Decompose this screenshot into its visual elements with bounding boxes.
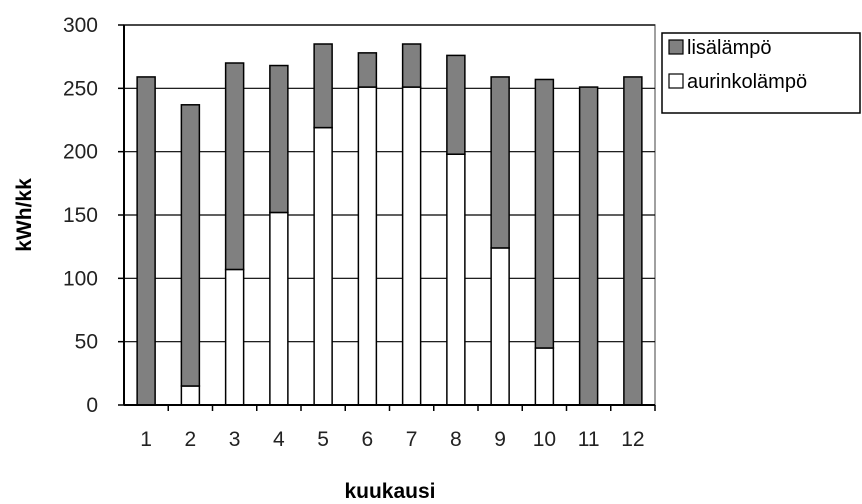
y-tick-label: 100 xyxy=(63,267,98,290)
x-tick-label: 5 xyxy=(317,428,329,451)
x-tick-label: 3 xyxy=(229,428,241,451)
y-axis-ticks: 0 50 100 150 200 250 300 xyxy=(63,14,124,417)
legend-label: aurinkolämpö xyxy=(687,71,807,93)
bar-series xyxy=(136,43,643,406)
x-tick-label: 7 xyxy=(406,428,418,451)
bar-aurinkolampo-8 xyxy=(446,153,466,406)
bar-lisalampo-5 xyxy=(313,43,333,129)
gridlines xyxy=(124,24,655,343)
bar-aurinkolampo-5 xyxy=(313,126,333,406)
bar-lisalampo-2 xyxy=(180,104,201,387)
x-tick-label: 2 xyxy=(185,428,197,451)
x-tick-label: 12 xyxy=(621,428,644,451)
y-tick-label: 250 xyxy=(63,77,98,100)
y-tick-label: 50 xyxy=(75,331,98,354)
x-tick-label: 1 xyxy=(140,428,152,451)
bar-lisalampo-7 xyxy=(401,43,422,88)
x-tick-label: 4 xyxy=(273,428,285,451)
bar-lisalampo-4 xyxy=(269,64,289,214)
legend-label: lisälämpö xyxy=(687,37,771,59)
bar-aurinkolampo-3 xyxy=(224,268,245,406)
bar-lisalampo-10 xyxy=(534,78,555,349)
x-tick-label: 8 xyxy=(450,428,462,451)
x-axis-title: kuukausi xyxy=(344,480,435,503)
y-tick-label: 0 xyxy=(86,394,98,417)
y-tick-label: 200 xyxy=(63,141,98,164)
x-tick-label: 6 xyxy=(362,428,374,451)
x-tick-label: 10 xyxy=(533,428,556,451)
x-axis-ticks: 1 2 3 4 5 6 7 8 9 10 11 12 xyxy=(140,405,656,451)
bar-aurinkolampo-6 xyxy=(357,86,378,406)
bar-lisalampo-1 xyxy=(136,76,156,406)
bar-lisalampo-8 xyxy=(446,54,466,155)
bar-aurinkolampo-9 xyxy=(490,247,510,406)
bar-lisalampo-3 xyxy=(224,62,245,271)
legend-swatch xyxy=(668,73,684,89)
legend-swatch xyxy=(668,39,684,55)
bar-lisalampo-9 xyxy=(490,76,510,249)
bar-aurinkolampo-4 xyxy=(269,211,289,406)
y-tick-label: 150 xyxy=(63,204,98,227)
bar-lisalampo-6 xyxy=(357,52,378,88)
bar-lisalampo-12 xyxy=(623,76,643,406)
x-tick-label: 11 xyxy=(578,428,600,451)
bar-aurinkolampo-7 xyxy=(401,86,422,406)
x-tick-label: 9 xyxy=(494,428,506,451)
y-tick-label: 300 xyxy=(63,14,98,37)
bar-lisalampo-11 xyxy=(578,86,599,406)
legend: lisälämpö aurinkolämpö xyxy=(661,32,861,114)
bar-aurinkolampo-10 xyxy=(534,347,555,406)
bar-aurinkolampo-2 xyxy=(180,385,201,406)
y-axis-title: kWh/kk xyxy=(13,178,36,252)
legend-frame xyxy=(661,32,861,114)
